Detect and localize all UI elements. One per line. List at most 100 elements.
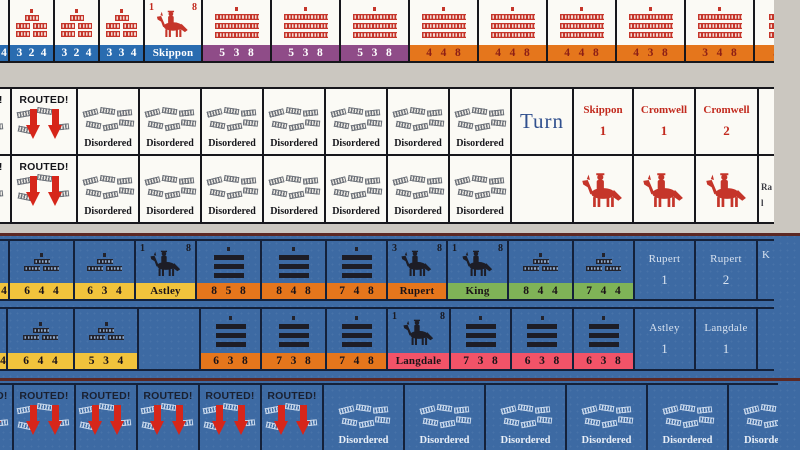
cavalry-counter-cell[interactable]: 4 4 8	[408, 0, 479, 63]
cavalry-rows-icon	[548, 0, 615, 45]
routed-box[interactable]: ROUTED!	[260, 383, 324, 450]
disordered-label: Disordered	[270, 138, 318, 149]
leader-counter-cell-rupert[interactable]: 3 8 Rupert	[386, 239, 448, 301]
commander-turn-cell[interactable]: Langdale 1	[694, 307, 758, 371]
cavalry-counter-cell[interactable]: 4 4 8	[477, 0, 548, 63]
cavalry-counter-cell[interactable]: 7 3 8	[260, 307, 327, 371]
routed-label: ROUTED!	[0, 161, 3, 173]
disordered-label: Disordered	[84, 206, 132, 217]
infantry-counter-cell[interactable]: 3 3 4	[98, 0, 145, 63]
commander-name: Langdale	[704, 321, 748, 334]
cavalry-counter-cell[interactable]: 7 4 8	[325, 239, 388, 301]
infantry-counter-cell[interactable]: 7 4 4	[572, 239, 635, 301]
rout-arrow-icon	[78, 402, 134, 440]
horseman-marker-cell[interactable]	[694, 154, 759, 224]
routed-label: ROUTED!	[19, 94, 69, 106]
commander-turn-cell[interactable]: Cromwell 1	[632, 87, 696, 156]
routed-box[interactable]: ROUTED!	[10, 87, 78, 156]
disordered-blocks-icon	[391, 174, 445, 203]
commander-number: 1	[599, 123, 607, 138]
stat-band: 6 3 4	[75, 283, 134, 299]
stat-band: 8 4 8	[262, 283, 325, 299]
leader-counter-cell-skippon[interactable]: 1 8 Skippon	[143, 0, 203, 63]
leader-counter-cell-langdale[interactable]: 1 8 Langdale	[386, 307, 451, 371]
cavalry-counter-cell[interactable]: 6 3 8	[510, 307, 574, 371]
disordered-blocks-icon	[81, 106, 135, 135]
infantry-counter-cell[interactable]: 3 2 4	[8, 0, 55, 63]
disordered-blocks-icon	[391, 106, 445, 135]
disordered-box[interactable]: Disordered	[200, 154, 264, 224]
cavalry-counter-cell[interactable]: 8 5 8	[195, 239, 262, 301]
routed-label: ROUTED!	[143, 390, 193, 402]
disordered-label: Disordered	[662, 435, 713, 446]
disordered-box[interactable]: Disordered	[262, 154, 326, 224]
leader-counter-cell-king[interactable]: 1 8 King	[446, 239, 509, 301]
commander-turn-cell[interactable]: Rupert 1	[633, 239, 696, 301]
commander-turn-cell[interactable]: Astley 1	[633, 307, 696, 371]
disordered-box[interactable]: Disordered	[448, 87, 512, 156]
leader-name: King	[465, 285, 490, 297]
cavalry-counter-cell[interactable]: 6 3 8	[572, 307, 635, 371]
routed-box[interactable]: ROUTED!	[12, 383, 76, 450]
infantry-counter-cell[interactable]: 3 2 4	[53, 0, 100, 63]
cavalry-counter-cell[interactable]: 7 4 8	[325, 307, 388, 371]
disordered-box[interactable]: Disordered	[76, 87, 140, 156]
cavalry-counter-cell[interactable]: 5 3 8	[339, 0, 410, 63]
cavalry-counter-cell[interactable]: 8 4 8	[260, 239, 327, 301]
routed-box[interactable]: ROUTED!	[74, 383, 138, 450]
disordered-box[interactable]: Disordered	[324, 154, 388, 224]
disordered-box[interactable]: Disordered	[322, 383, 405, 450]
stat-values: 5 3 8	[219, 47, 254, 59]
disordered-box[interactable]: Disordered	[448, 154, 512, 224]
disordered-box[interactable]: Disordered	[138, 87, 202, 156]
disordered-box[interactable]: Disordered	[76, 154, 140, 224]
disordered-box[interactable]: Disordered	[138, 154, 202, 224]
infantry-counter-cell[interactable]: 6 3 4	[73, 239, 136, 301]
cavalry-counter-cell[interactable]: 3 4 8	[684, 0, 755, 63]
unit-cell-partial[interactable]: 3 4 8	[753, 0, 774, 63]
cavalry-counter-cell[interactable]: 7 3 8	[449, 307, 512, 371]
disordered-blocks-icon	[267, 106, 321, 135]
cavalry-rows-icon	[686, 0, 753, 45]
disordered-box[interactable]: Disordered	[386, 154, 450, 224]
commander-turn-cell[interactable]: Skippon 1	[572, 87, 634, 156]
commander-turn-cell[interactable]: Rupert 2	[694, 239, 758, 301]
leader-name-band: King	[448, 283, 507, 299]
cavalry-counter-cell[interactable]: 5 3 8	[270, 0, 341, 63]
stat-band: 3 4 8	[686, 45, 753, 61]
disordered-box[interactable]: Disordered	[200, 87, 264, 156]
routed-box[interactable]: ROUTED!	[136, 383, 200, 450]
cavalry-counter-cell[interactable]: 5 3 8	[201, 0, 272, 63]
disordered-box[interactable]: Disordered	[565, 383, 648, 450]
stat-values: 5 3 8	[357, 47, 392, 59]
disordered-box[interactable]: Disordered	[403, 383, 486, 450]
infantry-counter-cell[interactable]: 5 3 4	[73, 307, 139, 371]
horseman-marker-cell[interactable]	[572, 154, 634, 224]
disordered-label: Disordered	[332, 206, 380, 217]
cavalry-counter-cell[interactable]: 6 3 8	[199, 307, 262, 371]
cavalry-counter-cell[interactable]: 4 3 8	[615, 0, 686, 63]
commander-turn-cell[interactable]: Cromwell 2	[694, 87, 759, 156]
leader-name: Rupert	[399, 285, 435, 297]
stat-values: 4	[1, 47, 7, 59]
disordered-box[interactable]: Disordered	[324, 87, 388, 156]
stat-values: 4 4 8	[426, 47, 461, 59]
routed-box[interactable]: ROUTED!	[10, 154, 78, 224]
disordered-label: Disordered	[208, 138, 256, 149]
cavalry-bars-icon	[327, 241, 386, 283]
infantry-counter-cell[interactable]: 6 4 4	[6, 307, 75, 371]
disordered-box-partial[interactable]: Disordered	[727, 383, 778, 450]
infantry-counter-cell[interactable]: 6 4 4	[8, 239, 75, 301]
disordered-box[interactable]: Disordered	[484, 383, 567, 450]
horseman-marker-cell[interactable]	[632, 154, 696, 224]
stat-band: 3 3 4	[100, 45, 143, 61]
cavalry-counter-cell[interactable]: 4 4 8	[546, 0, 617, 63]
stat-values: 6 3 8	[586, 355, 621, 367]
disordered-box[interactable]: Disordered	[386, 87, 450, 156]
routed-box[interactable]: ROUTED!	[198, 383, 262, 450]
infantry-counter-cell[interactable]: 8 4 4	[507, 239, 574, 301]
leader-counter-cell-astley[interactable]: 1 8 Astley	[134, 239, 197, 301]
infantry-blocks-icon	[10, 241, 73, 283]
disordered-box[interactable]: Disordered	[262, 87, 326, 156]
disordered-box[interactable]: Disordered	[646, 383, 729, 450]
